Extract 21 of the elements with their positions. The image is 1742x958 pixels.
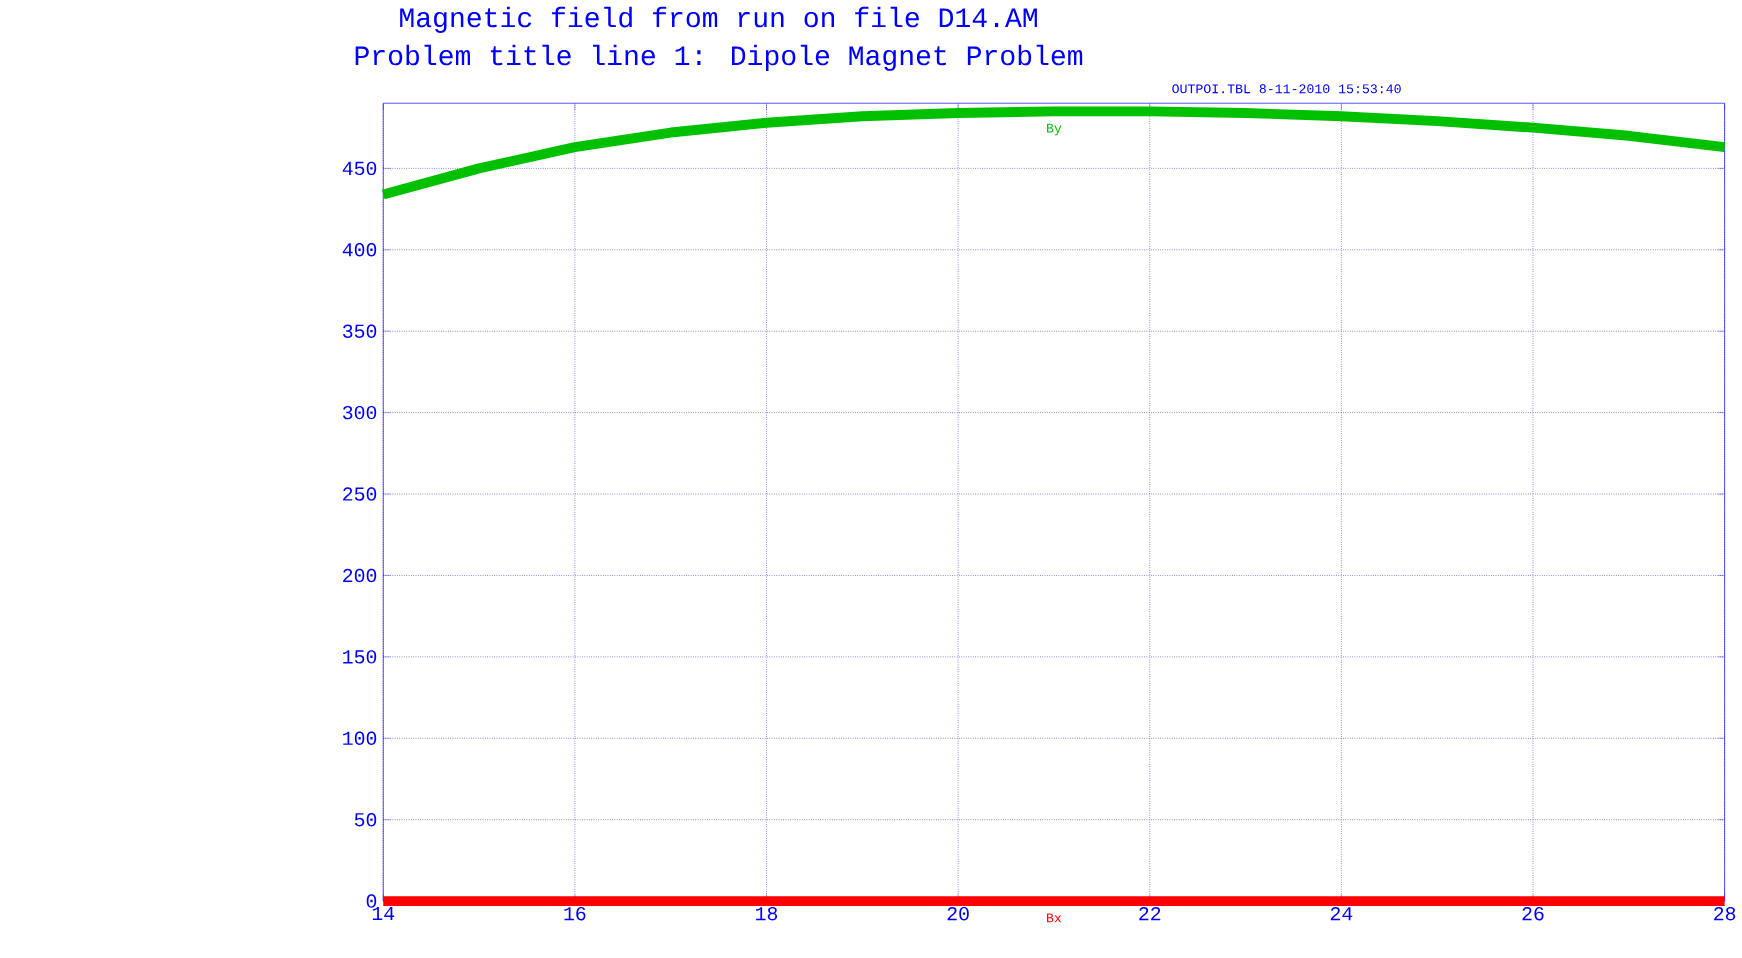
y-tick-label: 450: [342, 161, 377, 176]
y-tick-label: 150: [343, 650, 377, 664]
x-tick-label: 18: [756, 906, 778, 921]
x-tick-label: 16: [564, 906, 586, 921]
y-tick-label: 250: [343, 487, 377, 501]
x-tick-label: 28: [1714, 906, 1736, 921]
x-tick-label: 22: [1139, 906, 1161, 921]
y-tick-label: 400: [342, 243, 377, 257]
x-tick-label: 14: [372, 906, 395, 920]
chart-subtitle: Problem title line 1: Dipole Magnet Problem: [355, 44, 1083, 71]
y-tick-label: 50: [354, 812, 377, 827]
line-series: [378, 106, 1730, 200]
x-tick-label: 24: [1330, 906, 1353, 921]
x-tick-label: 20: [947, 906, 969, 921]
x-tick-label: 26: [1522, 906, 1544, 921]
y-tick-label: 300: [342, 405, 377, 420]
y-tick-label: 100: [343, 731, 377, 745]
y-tick-label: 0: [366, 894, 377, 908]
chart-title: Magnetic field from run on file D14.AM: [400, 6, 1037, 33]
y-tick-label: 200: [343, 568, 377, 583]
y-tick-label: 350: [342, 324, 377, 338]
